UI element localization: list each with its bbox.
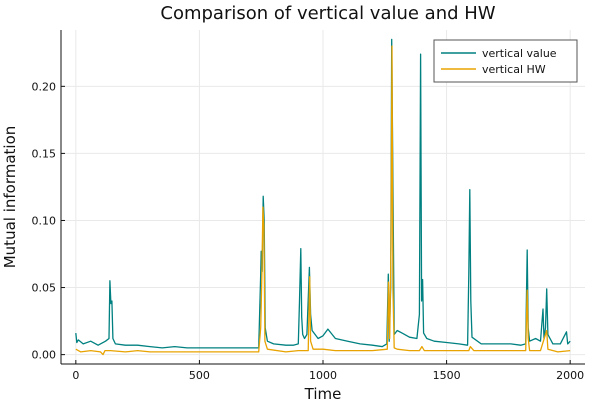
- legend-box: [433, 39, 578, 83]
- y-tick-label: 0.20: [32, 80, 57, 93]
- series-line-vertical-value: [75, 38, 571, 349]
- x-axis-label: Time: [304, 385, 342, 403]
- x-tick-labels: 0 500 1000 1500 2000: [72, 360, 584, 382]
- y-tick-label: 0.15: [32, 147, 57, 160]
- legend: vertical value vertical HW: [433, 39, 578, 83]
- x-tick-label: 1000: [309, 369, 337, 382]
- series-lines: [75, 38, 571, 356]
- x-tick-label: 1500: [433, 369, 461, 382]
- y-tick-labels: 0.00 0.05 0.10 0.15 0.20: [32, 80, 65, 362]
- x-tick-label: 2000: [556, 369, 584, 382]
- grid: [61, 30, 585, 364]
- x-tick-label: 0: [72, 369, 79, 382]
- y-axis-label: Mutual information: [1, 126, 19, 269]
- y-tick-label: 0.10: [32, 214, 57, 227]
- x-tick-label: 500: [189, 369, 210, 382]
- legend-label-vertical-hw: vertical HW: [482, 63, 546, 76]
- y-tick-label: 0.00: [32, 349, 57, 362]
- y-tick-label: 0.05: [32, 282, 57, 295]
- series-line-vertical-hw: [75, 45, 571, 356]
- chart-title: Comparison of vertical value and HW: [160, 3, 495, 24]
- legend-label-vertical-value: vertical value: [482, 47, 557, 60]
